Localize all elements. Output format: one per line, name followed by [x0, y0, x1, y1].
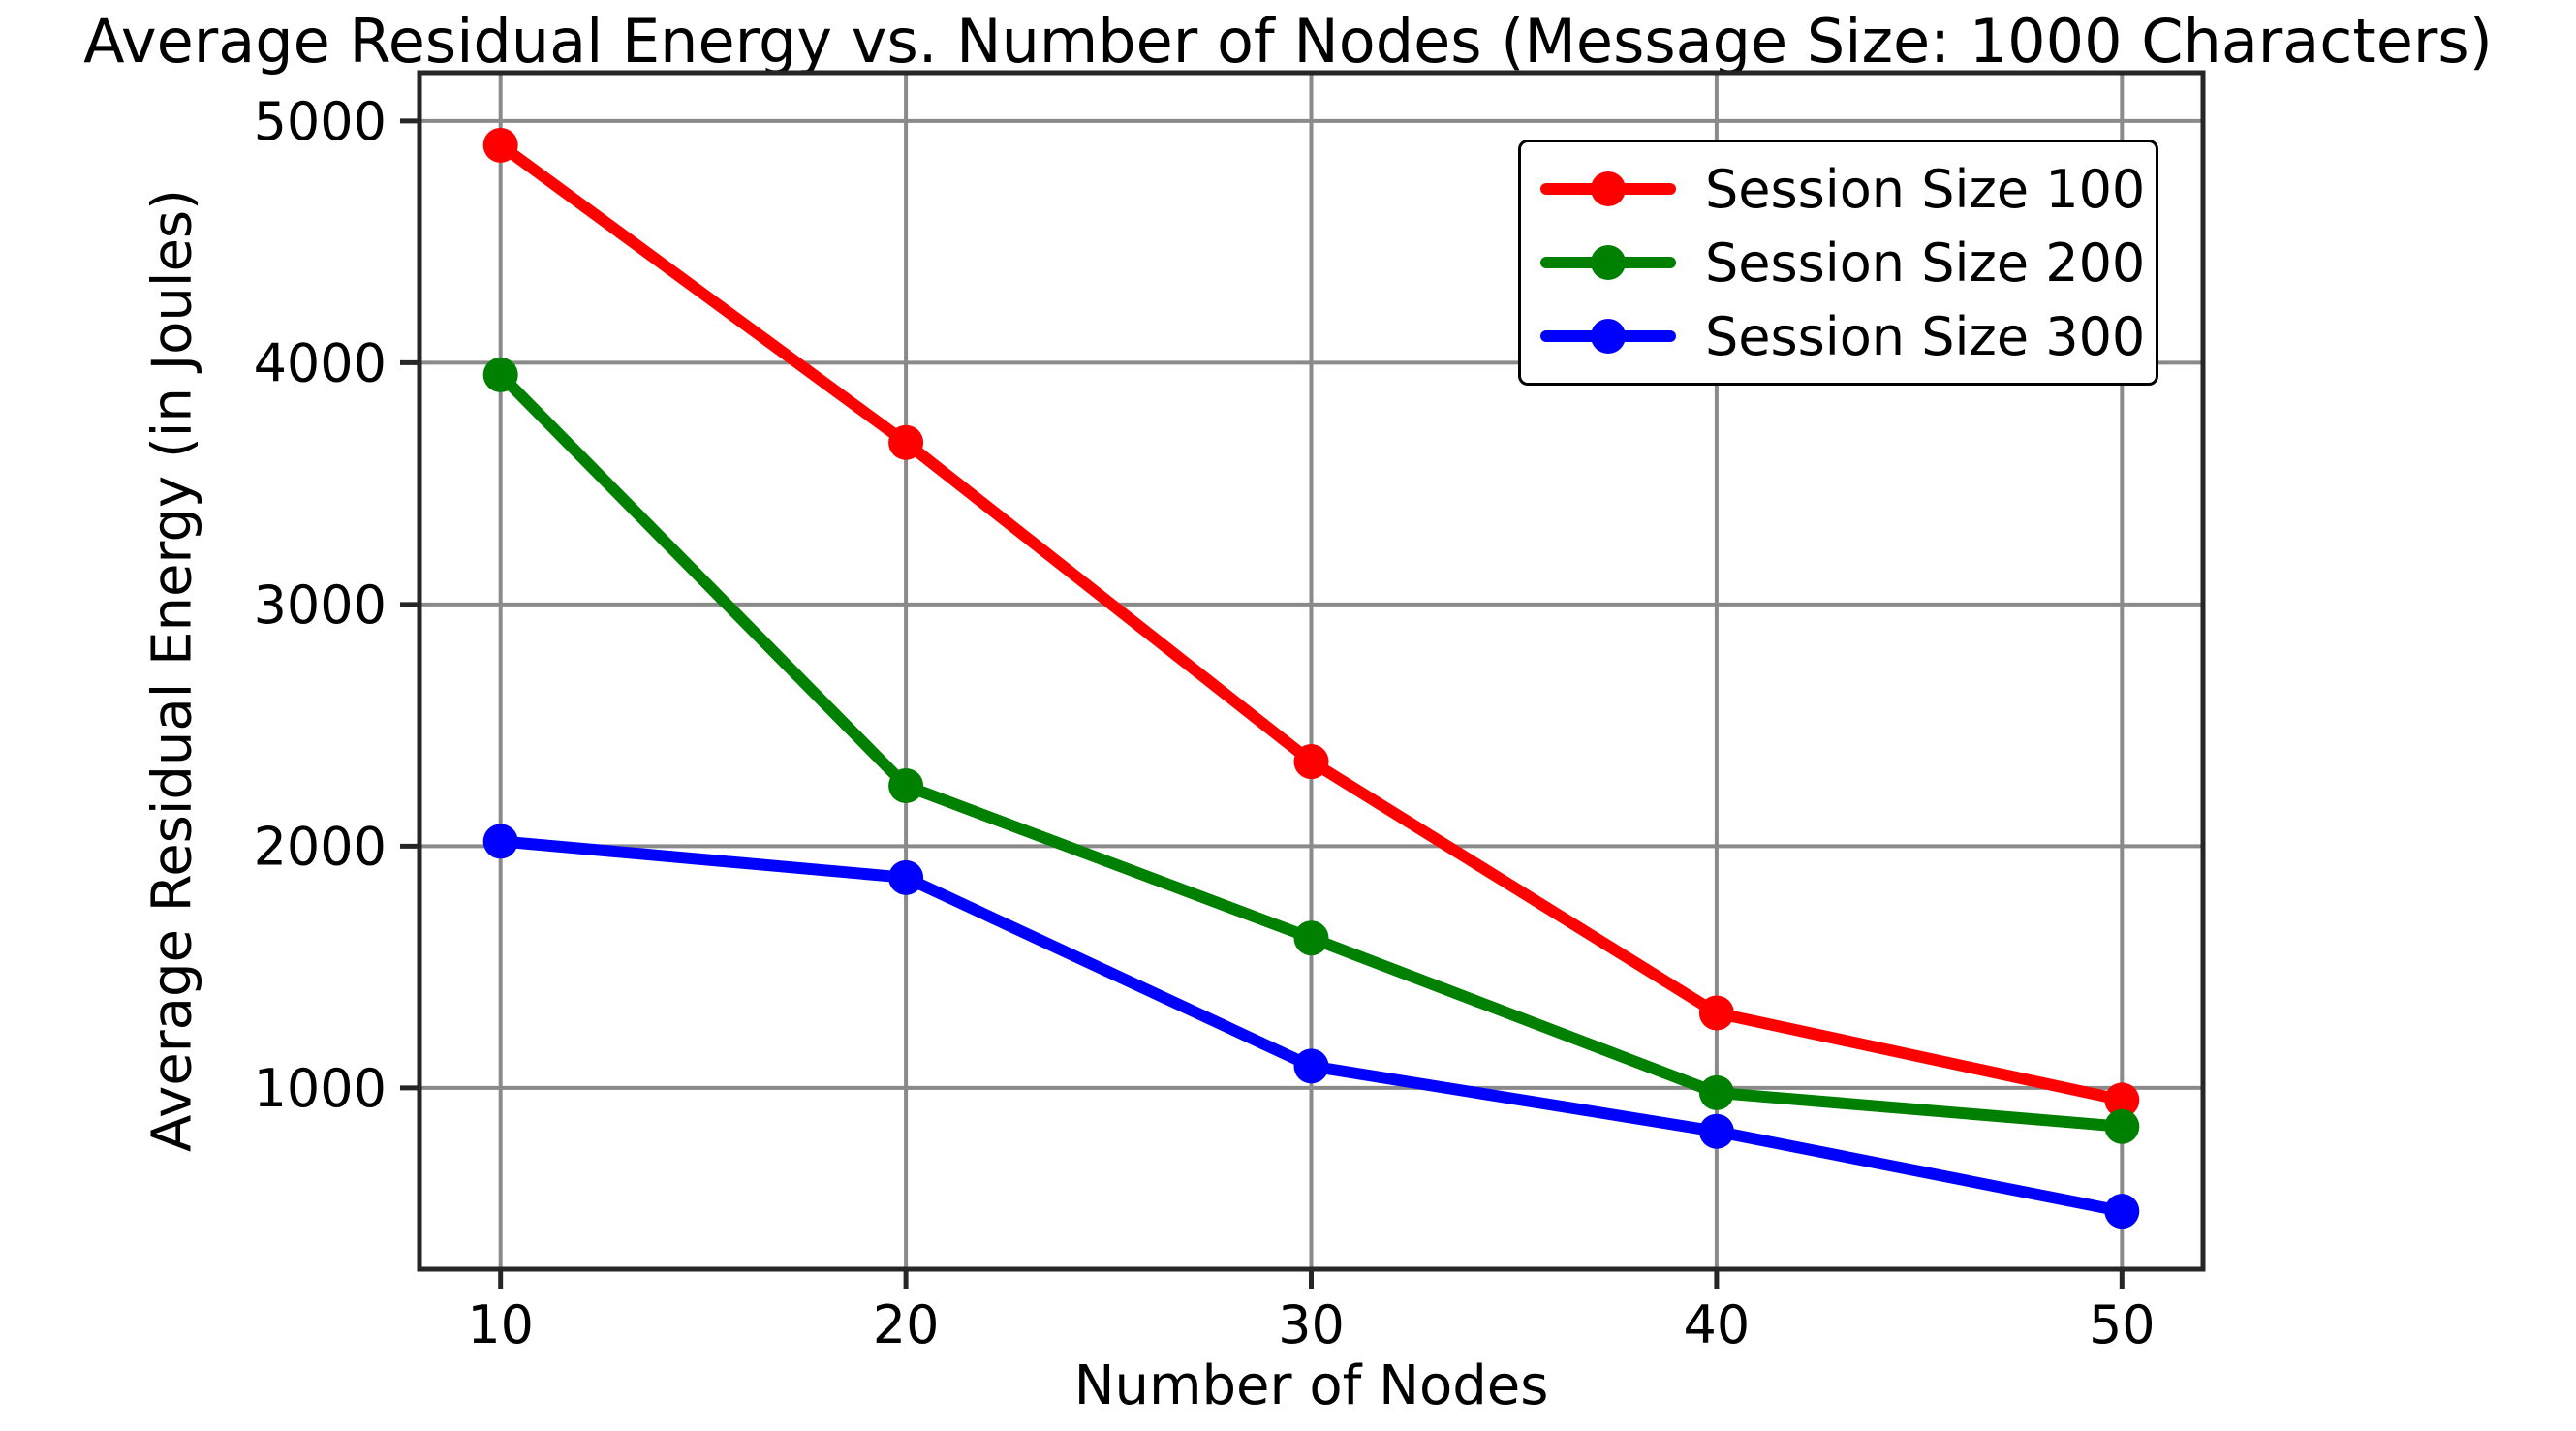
- dot-swatch: [1591, 245, 1626, 280]
- data-point-marker: [1293, 1048, 1329, 1084]
- dot-swatch: [1591, 171, 1626, 206]
- data-point-marker: [888, 768, 924, 804]
- chart-title: Average Residual Energy vs. Number of No…: [83, 6, 2493, 77]
- y-tick-label: 4000: [254, 332, 387, 393]
- data-point-marker: [2104, 1194, 2140, 1229]
- legend-item: Session Size 100: [1540, 153, 2145, 225]
- y-axis-label: Average Residual Energy (in Joules): [140, 189, 204, 1152]
- data-point-marker: [2104, 1108, 2140, 1144]
- y-tick-label: 1000: [254, 1058, 387, 1119]
- x-tick-label: 50: [2089, 1294, 2156, 1355]
- data-point-marker: [1698, 995, 1734, 1031]
- legend-label: Session Size 100: [1705, 158, 2146, 220]
- dot-swatch: [1591, 319, 1626, 354]
- x-axis-label: Number of Nodes: [1073, 1354, 1549, 1417]
- y-tick-label: 2000: [254, 816, 387, 877]
- data-point-marker: [1698, 1074, 1734, 1110]
- legend-marker-green: [1540, 243, 1676, 282]
- x-tick-label: 40: [1684, 1294, 1751, 1355]
- data-point-marker: [482, 357, 518, 392]
- legend: Session Size 100 Session Size 200 Sessio…: [1518, 140, 2158, 386]
- legend-item: Session Size 200: [1540, 227, 2145, 298]
- x-tick-label: 30: [1278, 1294, 1345, 1355]
- data-point-marker: [1293, 744, 1329, 780]
- data-point-marker: [888, 424, 924, 460]
- data-point-marker: [482, 824, 518, 859]
- x-tick-label: 20: [873, 1294, 940, 1355]
- y-tick-label: 3000: [254, 575, 387, 636]
- legend-label: Session Size 300: [1705, 305, 2146, 367]
- data-point-marker: [1293, 920, 1329, 956]
- legend-label: Session Size 200: [1705, 232, 2146, 294]
- data-point-marker: [2104, 1082, 2140, 1118]
- y-tick-label: 5000: [254, 91, 387, 152]
- legend-marker-blue: [1540, 317, 1676, 356]
- legend-item: Session Size 300: [1540, 300, 2145, 372]
- x-tick-label: 10: [467, 1294, 534, 1355]
- data-point-marker: [888, 859, 924, 895]
- data-point-marker: [482, 127, 518, 163]
- data-point-marker: [1698, 1113, 1734, 1149]
- legend-marker-red: [1540, 170, 1676, 208]
